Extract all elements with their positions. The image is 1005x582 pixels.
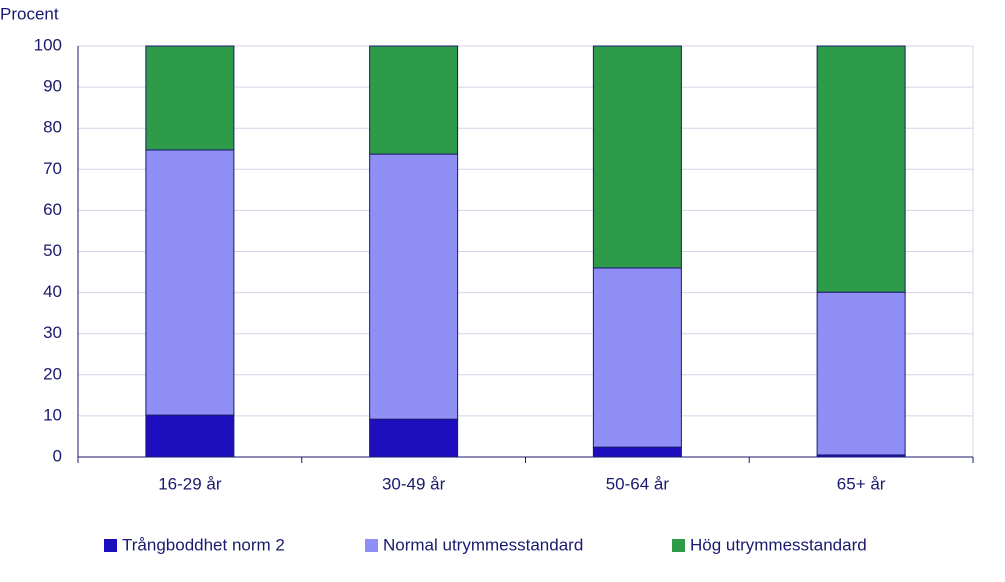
legend-swatch: [104, 539, 117, 552]
legend-label: Hög utrymmesstandard: [690, 535, 867, 554]
y-tick-label: 100: [34, 35, 62, 54]
bar-segment: [369, 153, 459, 420]
bar-segment: [369, 45, 459, 155]
bar-segment: [369, 418, 459, 458]
y-tick-label: 0: [53, 446, 62, 465]
bar-segment: [816, 291, 906, 456]
y-tick-label: 30: [43, 323, 62, 342]
y-tick-label: 60: [43, 200, 62, 219]
x-tick-label: 65+ år: [837, 474, 886, 493]
y-tick-label: 10: [43, 405, 62, 424]
y-tick-label: 90: [43, 77, 62, 96]
x-tick-label: 50-64 år: [606, 474, 670, 493]
bar-segment: [145, 414, 235, 458]
legend-label: Trångboddhet norm 2: [122, 535, 285, 554]
y-tick-label: 70: [43, 159, 62, 178]
x-tick-label: 30-49 år: [382, 474, 446, 493]
bar-segment: [816, 45, 906, 293]
bar-segment: [145, 149, 235, 416]
y-tick-label: 20: [43, 364, 62, 383]
legend-label: Normal utrymmesstandard: [383, 535, 583, 554]
y-tick-label: 80: [43, 118, 62, 137]
y-tick-label: 40: [43, 282, 62, 301]
legend-swatch: [365, 539, 378, 552]
bar-segment: [592, 267, 682, 448]
bar-segment: [592, 45, 682, 269]
x-tick-label: 16-29 år: [158, 474, 222, 493]
legend-swatch: [672, 539, 685, 552]
bar-segment: [145, 45, 235, 151]
y-tick-label: 50: [43, 241, 62, 260]
y-axis-label: Procent: [0, 4, 59, 23]
bar-segment: [592, 446, 682, 458]
